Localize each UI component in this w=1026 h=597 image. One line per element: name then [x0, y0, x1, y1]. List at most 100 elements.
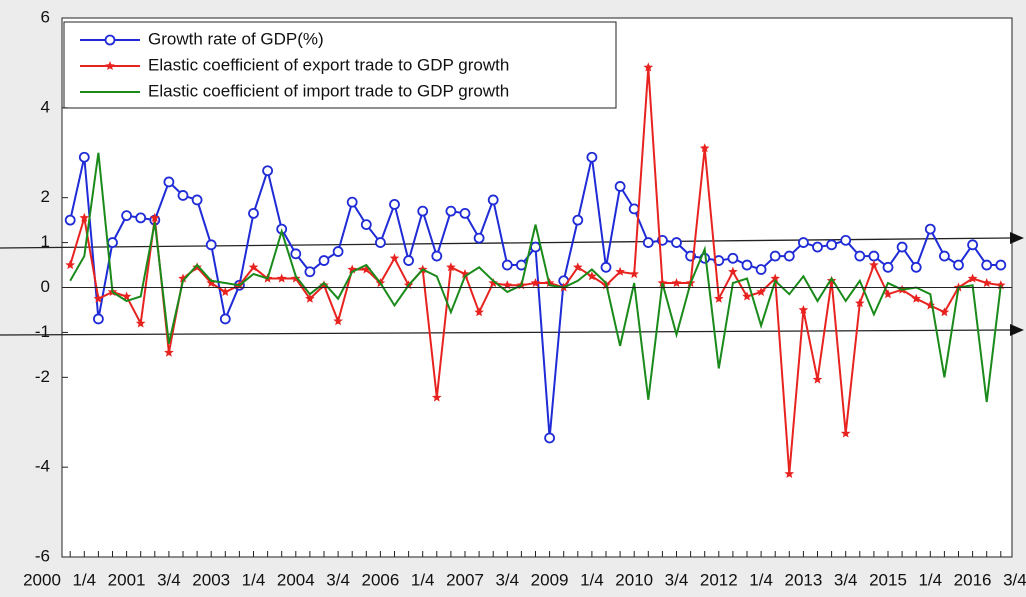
point: [896, 241, 908, 253]
point: [939, 307, 950, 317]
point: [742, 291, 752, 301]
point: [417, 205, 429, 217]
point: [291, 273, 301, 283]
point: [868, 250, 880, 262]
point: [276, 273, 287, 283]
point: [304, 266, 316, 278]
y-tick-label: -2: [35, 367, 50, 386]
point: [445, 205, 457, 217]
point: [826, 239, 837, 251]
point: [544, 432, 555, 444]
x-tick-label: 3/4: [1003, 570, 1026, 589]
point: [728, 266, 738, 276]
point: [628, 203, 640, 215]
point: [967, 239, 978, 251]
point: [784, 468, 795, 478]
point: [587, 271, 597, 281]
y-tick-label: 0: [41, 277, 50, 296]
point: [164, 347, 174, 357]
point: [939, 250, 950, 262]
point: [911, 293, 921, 303]
point: [657, 278, 668, 288]
point: [361, 264, 372, 274]
point: [192, 262, 202, 272]
point: [883, 289, 893, 299]
point: [79, 212, 90, 222]
x-tick-label: 3/4: [834, 570, 858, 589]
point: [332, 246, 344, 257]
point: [671, 278, 682, 288]
point: [629, 269, 639, 279]
point: [981, 259, 993, 271]
x-tick-label: 2010: [615, 570, 653, 589]
point: [488, 278, 498, 288]
x-tick-label: 2012: [700, 570, 738, 589]
legend-label: Growth rate of GDP(%): [148, 29, 324, 48]
legend-label: Elastic coefficient of import trade to G…: [148, 81, 509, 100]
y-tick-label: 1: [41, 232, 50, 251]
point: [290, 248, 302, 260]
point: [78, 151, 90, 163]
legend-marker: [104, 34, 116, 46]
y-tick-label: -6: [35, 546, 50, 565]
x-tick-label: 2016: [954, 570, 992, 589]
point: [65, 260, 75, 270]
x-tick-label: 2001: [108, 570, 146, 589]
point: [262, 165, 274, 177]
point: [798, 305, 809, 314]
point: [64, 214, 76, 226]
point: [615, 266, 625, 276]
point: [389, 199, 400, 210]
point: [967, 273, 978, 283]
point: [121, 291, 132, 301]
x-tick-label: 2015: [869, 570, 907, 589]
point: [643, 62, 654, 72]
point: [530, 278, 541, 288]
point: [191, 194, 203, 206]
point: [305, 293, 315, 303]
point: [855, 298, 865, 308]
point: [502, 280, 513, 290]
legend: Growth rate of GDP(%) Elastic coefficient…: [63, 21, 617, 109]
point: [219, 313, 231, 325]
point: [446, 262, 456, 272]
point: [981, 278, 992, 288]
legend-marker: [105, 61, 115, 70]
y-tick-label: 2: [41, 187, 50, 206]
point: [107, 237, 118, 248]
point: [432, 392, 442, 402]
x-tick-label: 2000: [23, 570, 61, 589]
point: [854, 250, 866, 262]
x-tick-label: 1/4: [749, 570, 773, 589]
point: [869, 260, 879, 270]
x-tick-label: 3/4: [326, 570, 350, 589]
point: [600, 261, 612, 273]
x-tick-label: 1/4: [72, 570, 96, 589]
point: [460, 269, 470, 279]
point: [741, 259, 753, 271]
point: [882, 261, 894, 273]
point: [346, 196, 358, 208]
point: [135, 212, 147, 224]
x-tick-label: 1/4: [918, 570, 942, 589]
point: [431, 250, 443, 262]
x-tick-label: 3/4: [665, 570, 689, 589]
point: [403, 255, 415, 266]
point: [347, 264, 357, 274]
point: [727, 252, 739, 264]
point: [220, 287, 231, 296]
point: [614, 181, 626, 192]
point: [530, 241, 541, 253]
point: [642, 237, 654, 248]
series-layer: [64, 62, 1007, 478]
point: [573, 262, 583, 272]
point: [840, 234, 852, 246]
point: [150, 212, 160, 222]
x-tick-label: 2009: [531, 570, 569, 589]
point: [248, 207, 259, 219]
point: [487, 194, 499, 206]
x-tick-label: 1/4: [242, 570, 266, 589]
point: [755, 264, 767, 275]
point: [360, 219, 372, 231]
